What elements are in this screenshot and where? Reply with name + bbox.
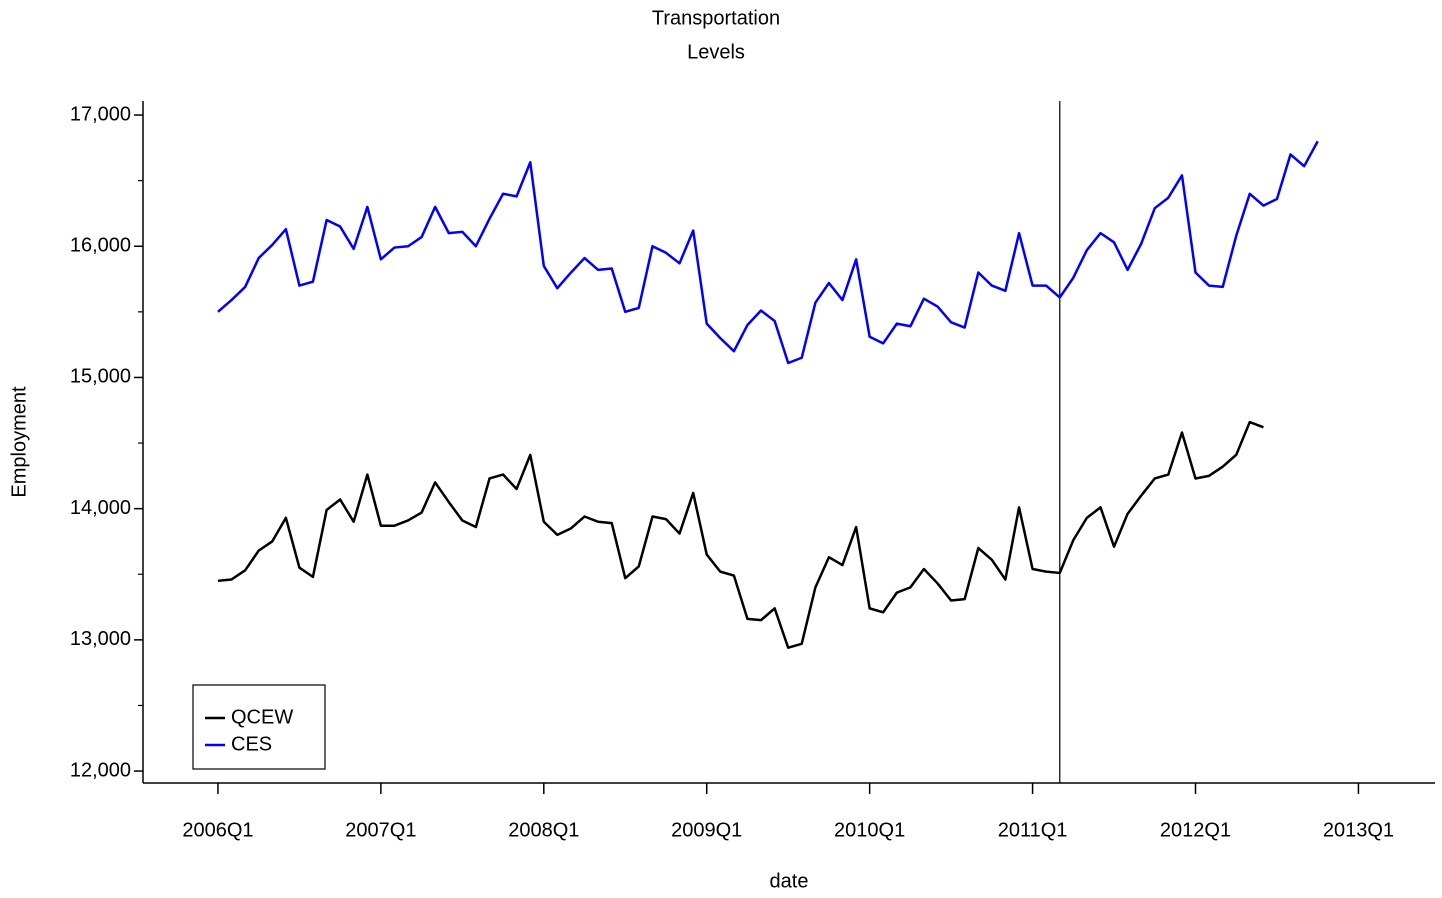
x-tick-label: 2009Q1 <box>671 819 742 841</box>
y-tick-label: 17,000 <box>70 103 131 125</box>
legend-label: QCEW <box>231 706 293 728</box>
x-tick-label: 2010Q1 <box>834 819 905 841</box>
x-tick-label: 2006Q1 <box>182 819 253 841</box>
y-tick-label: 14,000 <box>70 497 131 519</box>
legend-label: CES <box>231 733 272 755</box>
x-axis-label: date <box>770 870 809 892</box>
legend-box <box>192 684 326 770</box>
x-tick-label: 2007Q1 <box>345 819 416 841</box>
y-tick-label: 12,000 <box>70 759 131 781</box>
chart-title: Transportation <box>652 7 780 29</box>
x-tick-label: 2008Q1 <box>508 819 579 841</box>
x-tick-label: 2013Q1 <box>1323 819 1394 841</box>
x-tick-label: 2011Q1 <box>998 819 1068 841</box>
y-tick-label: 16,000 <box>70 235 131 257</box>
y-tick-label: 13,000 <box>70 628 131 650</box>
y-tick-label: 15,000 <box>70 366 131 388</box>
x-tick-label: 2012Q1 <box>1160 819 1231 841</box>
y-axis-label: Employment <box>8 386 30 498</box>
chart-subtitle: Levels <box>687 41 745 63</box>
series-line <box>217 140 1319 365</box>
series-line <box>217 420 1264 649</box>
